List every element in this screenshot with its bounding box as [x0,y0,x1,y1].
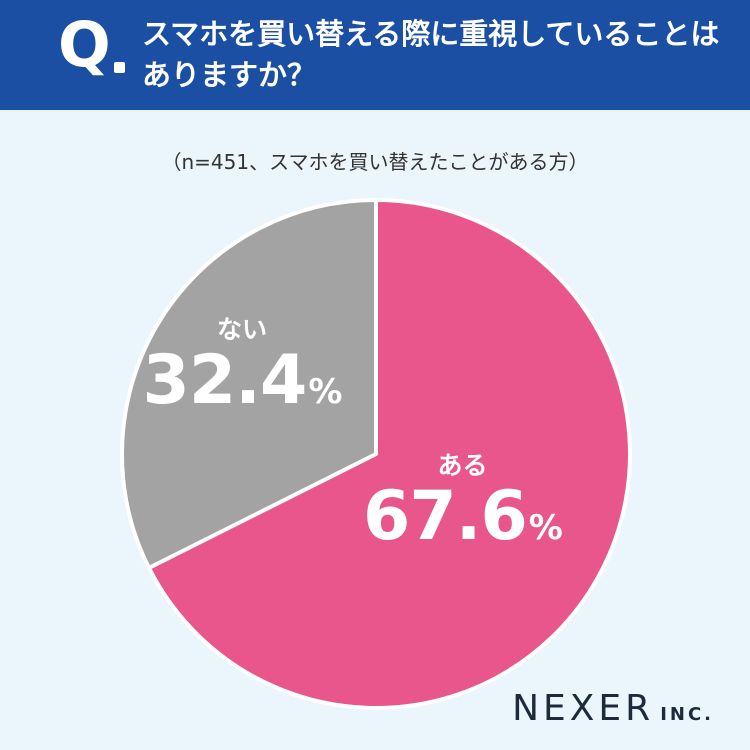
slice-label-aru: ある 67.6% [352,451,572,564]
pie-slice-nai [120,198,378,570]
nexer-logo: NEXER INC. [512,688,714,729]
q-dot-icon [114,62,125,73]
question-text: スマホを買い替える際に重視していることはありますか？ [142,17,720,92]
slice-category-nai: ない [216,315,267,345]
slice-label-nai: ない 32.4% [132,315,352,428]
sample-note: （n=451、スマホを買い替えたことがある方） [161,150,589,174]
q-mark: Q [58,8,111,81]
pie-slice-aru [146,198,632,710]
question-banner: Q スマホを買い替える際に重視していることはありますか？ [0,0,750,110]
slice-value-nai: 32.4% [142,341,343,421]
slice-value-aru: 67.6% [363,477,563,557]
slice-category-aru: ある [437,451,488,481]
